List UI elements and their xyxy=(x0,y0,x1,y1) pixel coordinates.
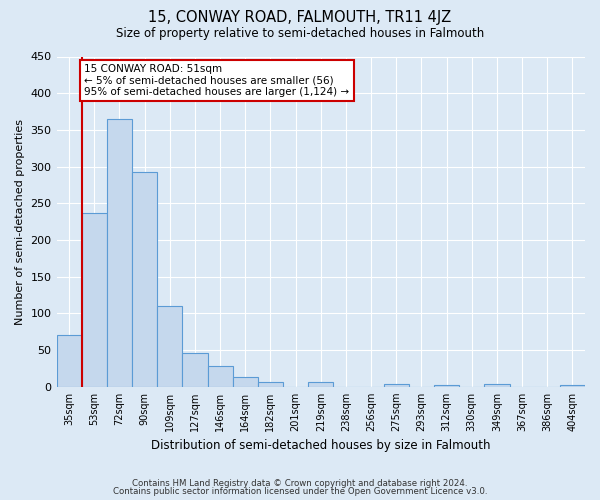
Text: 15 CONWAY ROAD: 51sqm
← 5% of semi-detached houses are smaller (56)
95% of semi-: 15 CONWAY ROAD: 51sqm ← 5% of semi-detac… xyxy=(84,64,349,97)
Bar xyxy=(233,376,258,387)
Bar xyxy=(560,384,585,387)
Text: Size of property relative to semi-detached houses in Falmouth: Size of property relative to semi-detach… xyxy=(116,28,484,40)
Bar xyxy=(308,382,334,387)
Text: Contains HM Land Registry data © Crown copyright and database right 2024.: Contains HM Land Registry data © Crown c… xyxy=(132,478,468,488)
Bar xyxy=(82,213,107,387)
Bar xyxy=(383,384,409,387)
Bar xyxy=(208,366,233,387)
Bar xyxy=(132,172,157,387)
Bar xyxy=(258,382,283,387)
Text: 15, CONWAY ROAD, FALMOUTH, TR11 4JZ: 15, CONWAY ROAD, FALMOUTH, TR11 4JZ xyxy=(148,10,452,25)
Bar xyxy=(434,386,459,387)
Bar xyxy=(157,306,182,387)
Bar xyxy=(56,336,82,387)
Text: Contains public sector information licensed under the Open Government Licence v3: Contains public sector information licen… xyxy=(113,487,487,496)
Bar xyxy=(107,119,132,387)
Bar xyxy=(182,353,208,387)
X-axis label: Distribution of semi-detached houses by size in Falmouth: Distribution of semi-detached houses by … xyxy=(151,440,491,452)
Y-axis label: Number of semi-detached properties: Number of semi-detached properties xyxy=(15,118,25,324)
Bar xyxy=(484,384,509,387)
